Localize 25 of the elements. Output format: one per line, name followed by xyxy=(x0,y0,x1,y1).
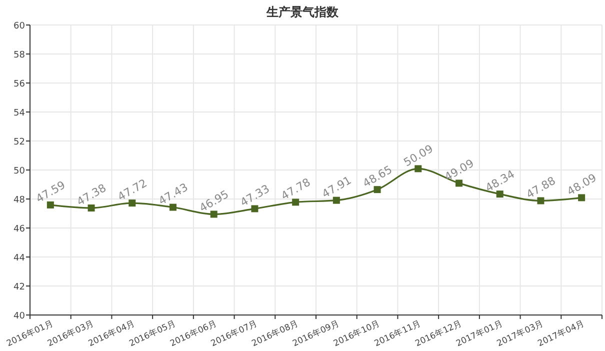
chart-title: 生产景气指数 xyxy=(266,5,340,19)
y-tick-label: 52 xyxy=(14,138,25,148)
point xyxy=(88,204,95,212)
y-tick-label: 54 xyxy=(14,108,26,118)
point xyxy=(456,180,462,187)
y-tick-label: 48 xyxy=(14,196,26,206)
point xyxy=(46,201,54,208)
point xyxy=(332,196,340,204)
point xyxy=(374,186,381,194)
y-tick-label: 60 xyxy=(14,22,26,32)
y-tick-label: 50 xyxy=(14,166,26,176)
y-tick-label: 42 xyxy=(14,282,25,292)
point xyxy=(292,198,300,206)
y-tick-label: 40 xyxy=(14,312,26,322)
y-tick-label: 46 xyxy=(14,224,26,234)
point xyxy=(210,210,218,218)
y-tick-label: 44 xyxy=(14,254,26,264)
y-tick-label: 56 xyxy=(14,80,26,90)
point xyxy=(537,197,544,204)
y-tick-label: 58 xyxy=(14,50,26,60)
point xyxy=(128,200,136,207)
point xyxy=(251,205,258,212)
point xyxy=(578,194,586,202)
point xyxy=(496,190,504,198)
point xyxy=(170,204,176,211)
